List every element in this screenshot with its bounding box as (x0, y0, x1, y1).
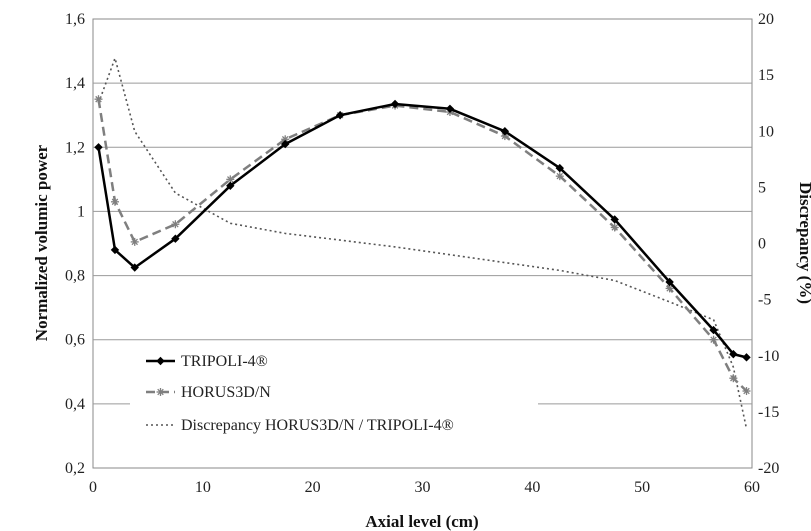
data-point-0 (130, 263, 139, 272)
data-point-0 (445, 104, 455, 114)
legend-label: Discrepancy HORUS3D/N / TRIPOLI-4® (181, 417, 454, 434)
data-point-0 (110, 245, 120, 255)
legend-label: HORUS3D/N (181, 384, 271, 401)
y-axis-title: Normalized volumic power (32, 144, 51, 341)
x-tick-label: 20 (305, 479, 321, 496)
data-point-1 (729, 374, 738, 383)
data-point-1 (94, 95, 103, 104)
data-point-1 (171, 220, 180, 229)
y2-tick-label: 0 (758, 236, 766, 253)
data-point-0 (281, 139, 290, 149)
y2-tick-label: -20 (758, 460, 779, 477)
data-point-1 (610, 223, 619, 232)
y2-tick-label: -5 (758, 292, 771, 309)
series-line-0 (97, 102, 747, 359)
y-tick-label: 1 (77, 203, 85, 220)
legend-label: TRIPOLI-4® (181, 353, 268, 370)
y2-tick-label: -10 (758, 348, 779, 365)
y-tick-label: 0,2 (65, 460, 85, 477)
data-point-0 (226, 181, 235, 190)
series-layer (94, 57, 751, 429)
data-point-1 (226, 175, 235, 184)
y2-axis-title: Discrepancy (%) (796, 182, 811, 304)
data-point-0 (729, 349, 738, 359)
x-tick-label: 50 (634, 479, 650, 496)
x-axis-title: Axial level (cm) (365, 512, 478, 531)
data-point-0 (500, 127, 510, 136)
data-point-1 (555, 172, 564, 181)
data-point-0 (390, 99, 400, 109)
data-point-0 (665, 277, 674, 287)
legend-marker (156, 356, 165, 366)
y2-tick-label: 20 (758, 11, 774, 28)
data-point-0 (335, 111, 345, 120)
data-point-0 (742, 353, 751, 362)
legend-background (130, 346, 538, 444)
x-tick-label: 30 (415, 479, 431, 496)
legend: TRIPOLI-4® HORUS3D/N Discrepancy HORUS3D/N… (130, 346, 538, 444)
data-point-0 (709, 325, 718, 335)
data-point-1 (110, 197, 119, 206)
y2-tick-label: 5 (758, 179, 766, 196)
data-point-0 (94, 143, 103, 152)
data-point-0 (610, 215, 619, 224)
tick-labels: 0,2 0,4 0,6 0,8 1 1,2 1,4 1,6 -20 -15 -10 -5 0 5 10 15 2… (65, 11, 779, 496)
legend-marker (156, 388, 165, 396)
series-line-2 (97, 57, 748, 429)
y-tick-label: 1,2 (65, 139, 85, 156)
x-tick-label: 60 (744, 479, 760, 496)
x-tick-label: 40 (524, 479, 540, 496)
y-tick-label: 0,6 (65, 332, 85, 349)
data-point-1 (709, 335, 718, 344)
x-tick-label: 0 (89, 479, 97, 496)
y2-tick-label: 10 (758, 123, 774, 140)
y-tick-label: 0,8 (65, 268, 85, 285)
data-point-0 (555, 163, 564, 173)
data-point-1 (742, 387, 751, 396)
y-tick-label: 0,4 (65, 396, 85, 413)
y2-tick-label: -15 (758, 404, 779, 421)
data-point-1 (130, 237, 139, 246)
data-point-0 (171, 234, 180, 243)
y-tick-label: 1,4 (65, 75, 85, 92)
x-tick-label: 10 (195, 479, 211, 496)
y-tick-label: 1,6 (65, 11, 85, 28)
data-point-1 (500, 132, 509, 141)
series-line-1 (97, 99, 748, 392)
y2-tick-label: 15 (758, 67, 774, 84)
